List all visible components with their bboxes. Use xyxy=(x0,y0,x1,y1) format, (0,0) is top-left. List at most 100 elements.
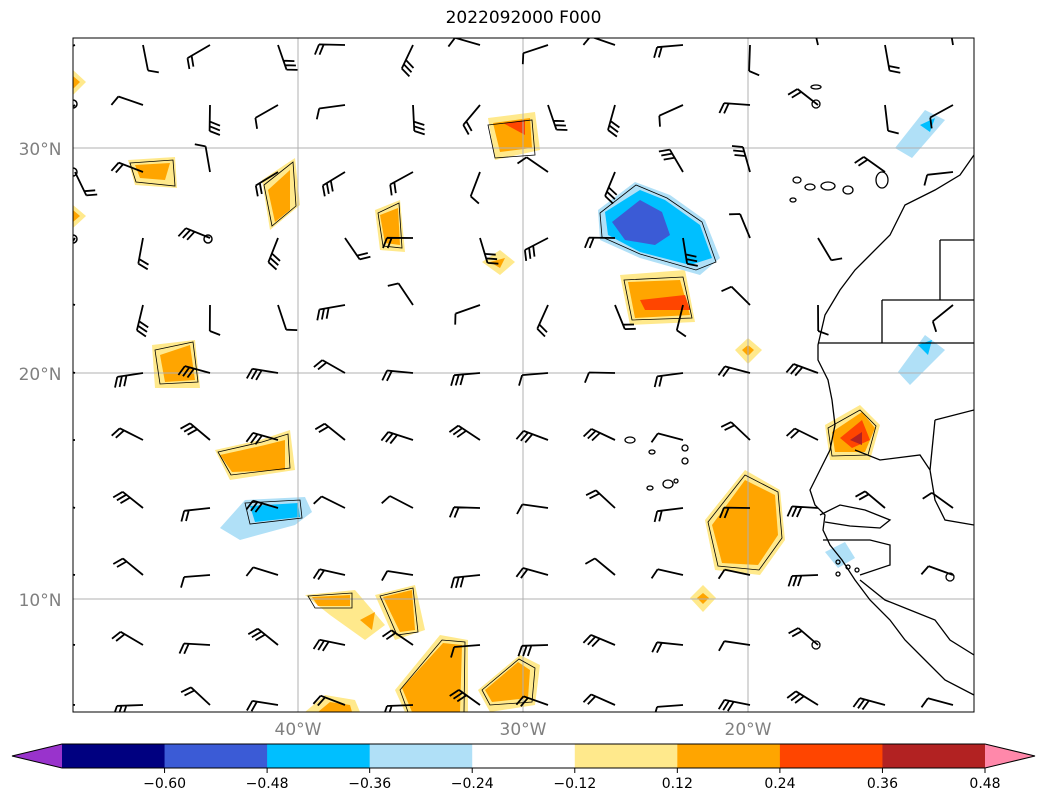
wind-barb xyxy=(73,44,76,47)
wind-barb xyxy=(381,570,414,582)
wind-barb xyxy=(381,629,414,646)
wind-barb xyxy=(658,104,684,127)
wind-barb xyxy=(73,439,76,441)
wind-barb xyxy=(178,642,211,655)
wind-barb xyxy=(73,104,76,108)
wind-barb xyxy=(717,365,751,378)
wind-barb xyxy=(929,104,954,129)
wind-barb xyxy=(447,38,481,48)
wind-barb xyxy=(582,428,616,442)
calm-wind-marker xyxy=(73,167,78,177)
wind-barb xyxy=(584,236,616,249)
colorbar-segment xyxy=(62,744,166,768)
wind-barb xyxy=(884,44,901,74)
wind-barb xyxy=(547,104,568,131)
wind-barb xyxy=(382,236,414,249)
wind-barb xyxy=(815,38,819,46)
lat-label-10n: 10°N xyxy=(19,591,62,611)
wind-barb xyxy=(654,704,684,712)
wind-barb xyxy=(650,568,684,579)
wind-barb xyxy=(884,104,899,135)
wind-barb xyxy=(180,422,211,441)
wind-barb xyxy=(786,690,819,706)
wind-barb xyxy=(817,304,829,336)
wind-barb xyxy=(246,367,279,381)
wind-barb xyxy=(604,171,618,205)
wind-barb xyxy=(718,640,751,652)
wind-barb xyxy=(277,44,298,71)
wind-barb xyxy=(246,700,279,712)
colorbar-tick-label: 0.48 xyxy=(969,776,1000,792)
wind-barb xyxy=(516,156,549,173)
wind-barb xyxy=(316,304,346,321)
wind-barb xyxy=(479,237,499,265)
wind-barb xyxy=(73,506,76,509)
wind-barb xyxy=(114,372,144,388)
colorbar-segment xyxy=(164,744,268,768)
colorbar-segment xyxy=(369,744,473,768)
wind-barb xyxy=(384,704,414,712)
wind-barb xyxy=(400,44,415,78)
wind-barb xyxy=(112,491,144,509)
wind-barb xyxy=(180,686,211,706)
calm-wind-marker xyxy=(73,234,78,244)
colorbar-segment xyxy=(267,744,371,768)
wind-barb xyxy=(314,422,346,441)
wind-barb xyxy=(412,104,425,136)
wind-barb xyxy=(180,574,211,588)
wind-barb xyxy=(448,424,481,441)
wind-barb xyxy=(449,689,481,706)
colorbar-extend-high xyxy=(985,744,1035,768)
colorbar-extend-low xyxy=(12,744,62,768)
wind-barb xyxy=(785,363,819,377)
colorbar-outline xyxy=(11,743,1036,769)
wind-barb xyxy=(515,695,549,707)
wind-barb xyxy=(381,369,414,382)
wind-barb xyxy=(245,566,279,577)
wind-barb xyxy=(855,490,886,509)
wind-barb xyxy=(110,161,144,174)
wind-barb xyxy=(922,492,954,509)
wind-barb xyxy=(515,567,549,579)
wind-barb xyxy=(614,304,636,330)
wind-barb xyxy=(314,43,346,56)
colorbar-tick-label: −0.24 xyxy=(451,776,494,792)
wind-barb xyxy=(254,104,279,129)
wind-barb xyxy=(721,285,751,306)
colorbar-segment xyxy=(574,744,678,768)
colorbar-segment xyxy=(779,744,883,768)
colorbar-tick-label: −0.36 xyxy=(348,776,391,792)
wind-barb xyxy=(73,643,76,646)
wind-barb xyxy=(315,104,346,120)
wind-barb xyxy=(854,156,886,173)
wind-barb xyxy=(313,495,346,509)
wind-barb xyxy=(582,693,616,706)
colorbar-tick-label: 0.12 xyxy=(662,776,693,792)
wind-barb xyxy=(787,574,819,587)
wind-barb xyxy=(653,372,684,388)
wind-barb xyxy=(245,432,279,445)
wind-barb xyxy=(186,44,211,70)
wind-barb xyxy=(729,213,751,239)
wind-barb xyxy=(717,568,751,580)
wind-barb xyxy=(389,171,414,196)
wind-barb xyxy=(381,495,414,509)
coastlines xyxy=(624,84,974,696)
wind-barb xyxy=(312,638,346,652)
map-frame xyxy=(72,37,975,713)
wind-barb xyxy=(607,104,620,138)
wind-barb xyxy=(675,304,687,338)
wind-barb xyxy=(786,505,819,518)
wind-barbs xyxy=(73,38,954,712)
wind-barb xyxy=(931,304,954,333)
wind-barb xyxy=(208,104,221,136)
wind-barb xyxy=(110,95,144,106)
wind-barb xyxy=(920,697,954,708)
wind-barb xyxy=(111,631,144,646)
wind-barb xyxy=(448,506,481,518)
wind-barb xyxy=(584,557,616,576)
wind-barb xyxy=(267,237,281,271)
colorbar-segment xyxy=(472,744,576,768)
colorbar-segment xyxy=(882,744,986,768)
